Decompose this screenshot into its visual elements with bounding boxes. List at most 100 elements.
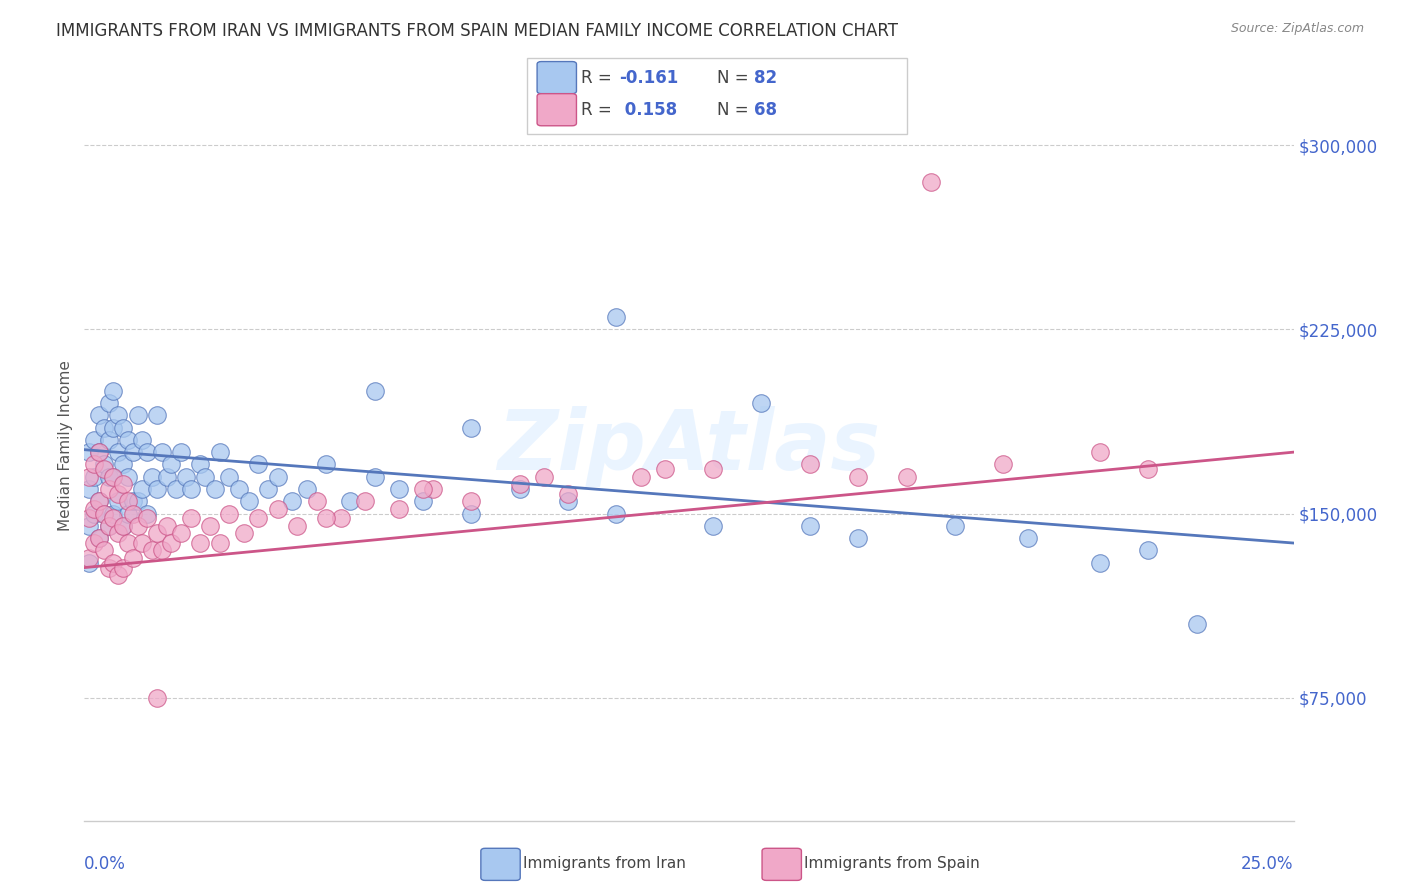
Text: 25.0%: 25.0%	[1241, 855, 1294, 873]
Point	[285, 519, 308, 533]
Point	[1017, 531, 1039, 545]
Point	[218, 507, 240, 521]
Text: 82: 82	[754, 69, 776, 87]
Point	[97, 560, 120, 574]
Point	[218, 469, 240, 483]
Point	[180, 511, 202, 525]
Point	[83, 536, 105, 550]
Point	[77, 511, 100, 525]
Text: 0.158: 0.158	[619, 101, 676, 119]
Text: 0.0%: 0.0%	[84, 855, 127, 873]
Point	[93, 462, 115, 476]
Point	[103, 469, 125, 483]
Point	[422, 482, 444, 496]
Point	[77, 469, 100, 483]
Point	[160, 536, 183, 550]
Point	[799, 519, 821, 533]
Point	[281, 494, 304, 508]
Point	[150, 445, 173, 459]
Point	[170, 526, 193, 541]
Point	[412, 494, 434, 508]
Point	[103, 384, 125, 398]
Point	[87, 445, 110, 459]
Point	[127, 494, 149, 508]
Point	[107, 568, 129, 582]
Point	[103, 511, 125, 525]
Point	[354, 494, 377, 508]
Point	[238, 494, 260, 508]
Point	[93, 507, 115, 521]
Point	[654, 462, 676, 476]
Point	[247, 458, 270, 472]
Point	[83, 501, 105, 516]
Point	[146, 526, 169, 541]
Point	[107, 487, 129, 501]
Point	[112, 420, 135, 434]
Point	[117, 536, 139, 550]
Point	[329, 511, 352, 525]
Point	[103, 469, 125, 483]
Point	[233, 526, 256, 541]
Point	[121, 494, 143, 508]
Point	[87, 531, 110, 545]
Point	[97, 469, 120, 483]
Text: -0.161: -0.161	[619, 69, 678, 87]
Point	[208, 445, 231, 459]
Point	[315, 458, 337, 472]
Point	[112, 519, 135, 533]
Point	[702, 462, 724, 476]
Point	[170, 445, 193, 459]
Point	[846, 531, 869, 545]
Point	[363, 469, 385, 483]
Text: N =: N =	[717, 101, 754, 119]
Point	[97, 396, 120, 410]
Point	[136, 507, 159, 521]
Point	[87, 494, 110, 508]
Point	[146, 409, 169, 423]
Point	[150, 543, 173, 558]
Point	[93, 543, 115, 558]
Point	[557, 487, 579, 501]
Point	[993, 458, 1015, 472]
Point	[87, 445, 110, 459]
Text: N =: N =	[717, 69, 754, 87]
Point	[509, 482, 531, 496]
Point	[557, 494, 579, 508]
Point	[295, 482, 318, 496]
Point	[174, 469, 197, 483]
Point	[204, 482, 226, 496]
Point	[533, 469, 555, 483]
Point	[1088, 556, 1111, 570]
Point	[165, 482, 187, 496]
Point	[93, 420, 115, 434]
Point	[257, 482, 280, 496]
Point	[751, 396, 773, 410]
Point	[896, 469, 918, 483]
Point	[388, 501, 411, 516]
Point	[87, 409, 110, 423]
Point	[103, 507, 125, 521]
Point	[112, 458, 135, 472]
Point	[247, 511, 270, 525]
Point	[121, 550, 143, 565]
Point	[107, 494, 129, 508]
Point	[77, 445, 100, 459]
Point	[127, 519, 149, 533]
Point	[107, 526, 129, 541]
Point	[97, 482, 120, 496]
Point	[388, 482, 411, 496]
Point	[160, 458, 183, 472]
Point	[136, 445, 159, 459]
Point	[198, 519, 221, 533]
Point	[146, 690, 169, 705]
Point	[112, 519, 135, 533]
Point	[97, 519, 120, 533]
Point	[146, 482, 169, 496]
Point	[77, 482, 100, 496]
Text: R =: R =	[581, 69, 617, 87]
Point	[112, 477, 135, 491]
Point	[194, 469, 217, 483]
Point	[799, 458, 821, 472]
Point	[846, 469, 869, 483]
Point	[121, 507, 143, 521]
